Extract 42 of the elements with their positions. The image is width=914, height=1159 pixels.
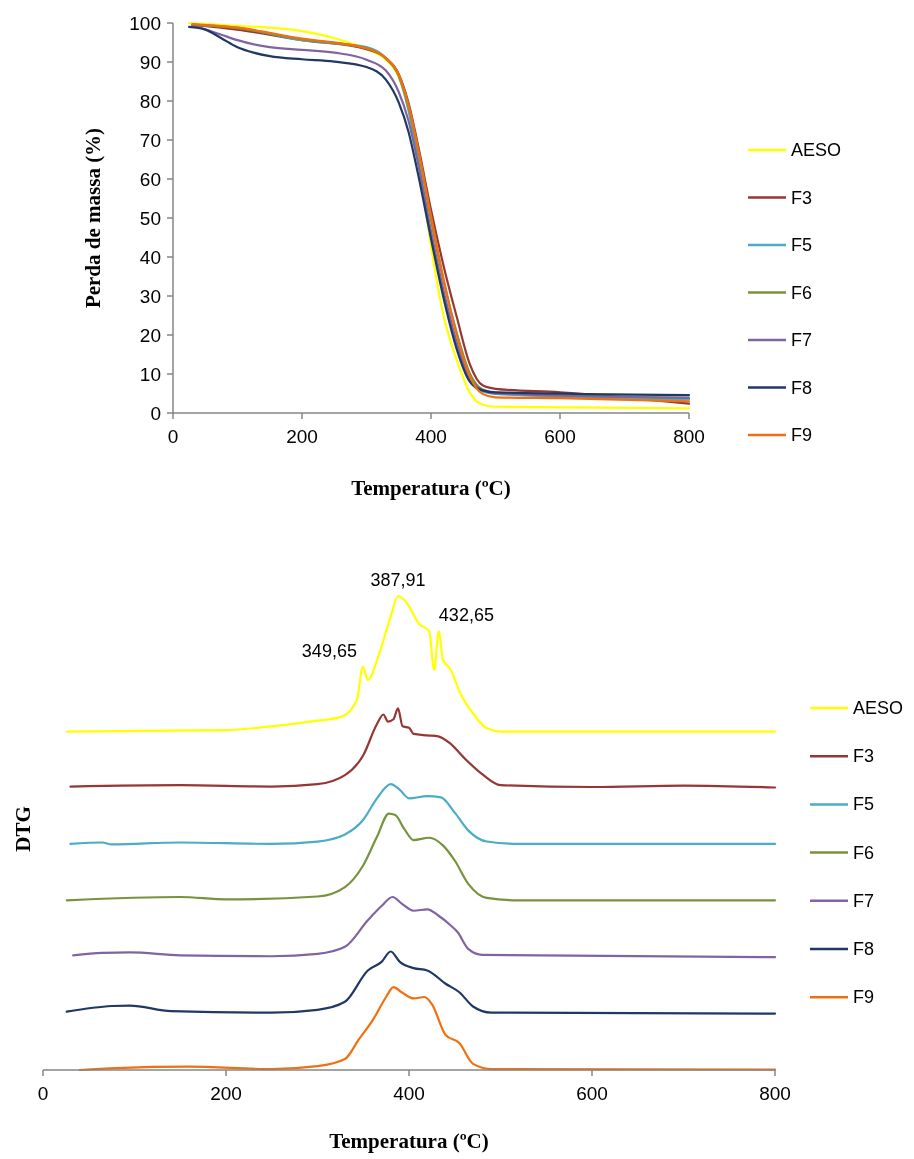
y-tick-label: 30 (139, 286, 161, 307)
legend-label: AESO (791, 140, 842, 160)
annotation: 432,65 (438, 605, 494, 626)
y-tick-label: 0 (150, 403, 161, 424)
legend-label: F8 (853, 939, 875, 959)
legend-label: F5 (791, 235, 813, 255)
y-tick-label: 100 (129, 13, 161, 34)
x-tick-label: 400 (393, 1083, 425, 1104)
legend-label: AESO (853, 698, 904, 718)
y-axis-title: DTG (11, 806, 35, 852)
y-tick-label: 10 (139, 364, 161, 385)
x-tick-label: 600 (576, 1083, 608, 1104)
legend-label: F8 (791, 377, 813, 398)
legend-label: F7 (853, 890, 875, 911)
x-tick-label: 200 (210, 1083, 242, 1104)
legend-label: F5 (853, 794, 875, 815)
y-tick-label: 50 (139, 208, 161, 229)
legend-label: F3 (853, 746, 875, 767)
x-axis-title: Temperatura (ºC) (329, 1129, 489, 1153)
x-tick-label: 0 (167, 426, 179, 447)
y-tick-label: 70 (139, 130, 161, 151)
y-tick-label: 90 (139, 52, 161, 73)
x-tick-label: 200 (286, 426, 318, 447)
x-tick-label: 0 (37, 1083, 49, 1104)
legend-label: F3 (791, 187, 813, 208)
x-axis-title: Temperatura (ºC) (351, 476, 511, 500)
annotation: 349,65 (301, 640, 357, 661)
x-tick-label: 800 (673, 426, 705, 447)
legend-label: F6 (853, 842, 875, 863)
y-axis-title: Perda de massa (%) (81, 127, 105, 309)
x-tick-label: 600 (544, 426, 576, 447)
y-tick-label: 20 (139, 325, 161, 346)
y-tick-label: 80 (139, 91, 161, 112)
legend-label: F6 (791, 282, 813, 303)
y-tick-label: 40 (139, 247, 161, 268)
x-tick-label: 400 (415, 426, 447, 447)
x-tick-label: 800 (759, 1083, 791, 1104)
legend-label: F9 (791, 425, 813, 445)
legend-label: F9 (853, 987, 875, 1008)
legend-label: F7 (791, 330, 813, 350)
y-tick-label: 60 (139, 169, 161, 190)
annotation: 387,91 (370, 570, 426, 590)
